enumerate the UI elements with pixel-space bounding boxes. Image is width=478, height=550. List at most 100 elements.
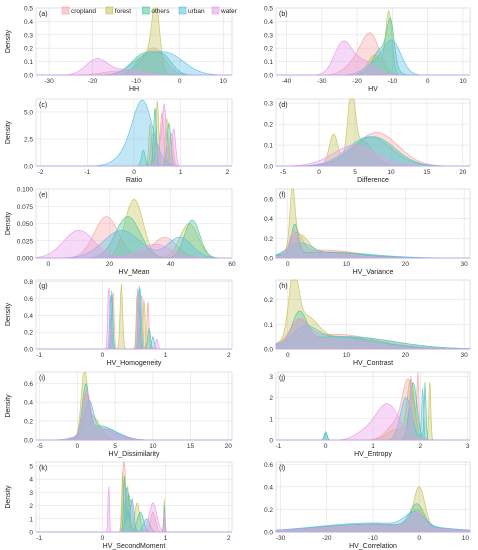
- x-tick-label: -20: [322, 535, 332, 542]
- x-tick-label: 20: [402, 261, 410, 268]
- x-axis-label: HV_Contrast: [353, 360, 393, 367]
- x-tick-label: 10: [343, 352, 351, 359]
- density-area-water: [275, 229, 470, 259]
- y-tick-label: 0.0: [24, 347, 33, 354]
- y-tick-label: 0.6: [264, 462, 273, 469]
- y-tick-label: 0.4: [24, 400, 33, 407]
- panel-l: 0.0 0.2 0.4 0.6 -30 -20 -10 0 10 HV_Correlation (l…: [264, 461, 471, 550]
- x-tick-label: -5: [37, 443, 43, 450]
- y-tick-label: 0.6: [24, 381, 33, 388]
- y-tick-label: 0.2: [24, 419, 33, 426]
- y-tick-label: 0.4: [264, 19, 273, 26]
- y-tick-label: 0.2: [264, 507, 273, 514]
- y-tick-label: 0.1: [264, 59, 273, 66]
- y-tick-label: 0.0: [264, 347, 273, 354]
- y-tick-label: 0.5: [264, 6, 273, 13]
- x-tick-label: -10: [368, 535, 378, 542]
- panel-label: (d): [279, 102, 288, 109]
- y-tick-label: 2: [269, 395, 273, 402]
- y-tick-label: 0: [29, 530, 33, 537]
- y-tick-label: 0.2: [24, 330, 33, 337]
- x-tick-label: 20: [106, 261, 114, 268]
- x-tick-label: -1: [275, 443, 281, 450]
- density-area-water: [276, 375, 470, 441]
- y-tick-label: 1: [269, 416, 273, 423]
- density-area-water: [275, 512, 471, 533]
- x-axis-label: Ratio: [126, 177, 142, 184]
- density-area-water: [276, 40, 470, 76]
- legend-label-forest: forest: [115, 8, 131, 15]
- y-tick-label: 0.000: [17, 256, 34, 263]
- x-axis-label: HV_Homogeneity: [107, 360, 162, 367]
- x-tick-label: -10: [131, 78, 141, 85]
- legend-label-others: others: [151, 8, 170, 15]
- panel-a: 0.0 0.1 0.2 0.3 0.4 0.5 -30 -20 -10 0 10 HH Density (…: [5, 6, 233, 93]
- x-tick-label: 0: [317, 169, 321, 176]
- x-tick-label: 5: [353, 169, 357, 176]
- panel-d: 0.0 0.1 0.2 0.3 -5 0 5 10 15 20 Difference (d): [264, 98, 471, 184]
- y-tick-label: 0.4: [24, 19, 33, 26]
- x-tick-label: 0: [426, 78, 430, 85]
- x-tick-label: 0: [101, 352, 105, 359]
- x-tick-label: 10: [343, 261, 351, 268]
- density-area-water: [36, 486, 232, 533]
- x-tick-label: 15: [423, 169, 431, 176]
- y-axis-label: Density: [5, 485, 12, 509]
- y-tick-label: 0.0: [24, 73, 33, 80]
- panel-f: 0.0 0.2 0.4 0.6 0 10 20 30 HV_Variance (f): [264, 188, 471, 276]
- y-tick-label: 0.0: [264, 256, 273, 263]
- x-axis-label: HV_Variance: [353, 269, 394, 276]
- x-tick-label: -1: [36, 352, 42, 359]
- y-tick-label: 2.5: [24, 136, 33, 143]
- panel-h: 0.0 0.1 0.2 0 10 20 30 HV_Contrast (h): [264, 279, 471, 367]
- x-tick-label: 30: [461, 352, 469, 359]
- panel-label: (f): [279, 192, 286, 199]
- x-axis-label: HV_Entropy: [354, 451, 392, 458]
- legend-label-water: water: [220, 8, 238, 15]
- density-area-water: [35, 230, 232, 259]
- legend-swatch-urban: [178, 6, 187, 15]
- y-tick-label: 0.2: [264, 46, 273, 53]
- x-tick-label: 5: [113, 443, 117, 450]
- y-tick-label: 0.8: [24, 279, 33, 286]
- x-tick-label: 2: [419, 443, 423, 450]
- y-axis-label: Density: [5, 211, 12, 235]
- x-axis-label: HH: [129, 86, 139, 93]
- y-tick-label: 0.2: [24, 46, 33, 53]
- y-tick-label: 0.1: [264, 143, 273, 150]
- density-area-water: [36, 389, 232, 441]
- y-tick-label: 0.0: [24, 438, 33, 445]
- y-tick-label: 0.075: [17, 204, 34, 211]
- x-tick-label: -40: [282, 78, 292, 85]
- y-tick-label: 0.025: [17, 238, 34, 245]
- x-tick-label: 10: [149, 443, 157, 450]
- x-tick-label: 20: [402, 352, 410, 359]
- x-tick-label: 0: [324, 443, 328, 450]
- y-tick-label: 0.100: [17, 187, 34, 194]
- legend-swatch-others: [142, 6, 150, 15]
- y-tick-label: 0.2: [264, 236, 273, 243]
- y-tick-label: 0.5: [24, 6, 33, 13]
- panel-label: (l): [279, 465, 285, 472]
- x-axis-label: Difference: [357, 177, 389, 184]
- y-tick-label: 5.0: [24, 109, 33, 116]
- x-tick-label: -1: [84, 169, 90, 176]
- x-tick-label: 10: [387, 169, 395, 176]
- y-tick-label: 0.6: [24, 296, 33, 303]
- panel-label: (h): [279, 283, 288, 290]
- y-tick-label: 0.1: [24, 59, 33, 66]
- y-tick-label: 0.3: [24, 32, 33, 39]
- x-tick-label: 0: [46, 261, 50, 268]
- x-axis-label: HV_SecondMoment: [103, 543, 166, 550]
- legend-swatch-water: [211, 6, 220, 15]
- y-tick-label: 3: [29, 490, 33, 497]
- panel-label: (c): [39, 102, 47, 109]
- x-tick-label: 2: [227, 535, 231, 542]
- panel-b: 0.0 0.1 0.2 0.3 0.4 0.5 -40 -30 -20 -10 0 10 HV (b): [264, 6, 471, 93]
- panel-frame: [275, 188, 471, 259]
- panel-label: (a): [39, 11, 48, 18]
- density-area-water: [36, 103, 232, 167]
- legend-label-urban: urban: [188, 8, 205, 15]
- x-tick-label: 2: [227, 352, 231, 359]
